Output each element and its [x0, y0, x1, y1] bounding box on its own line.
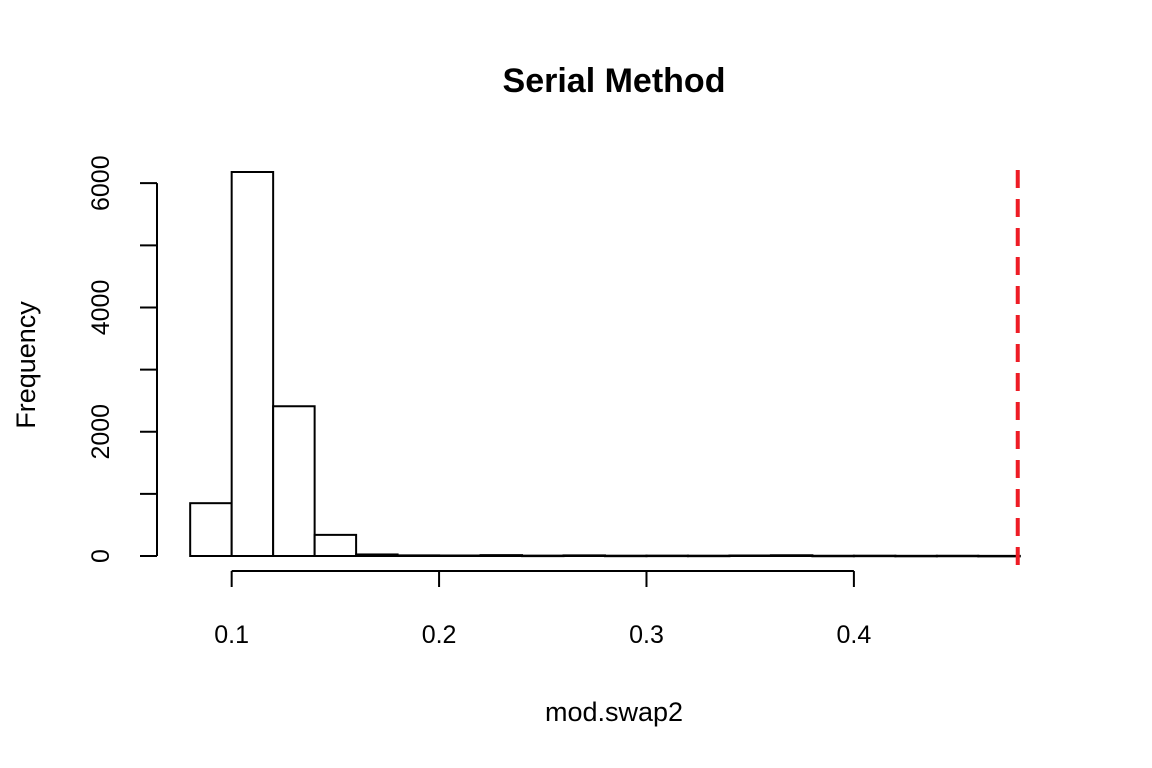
histogram-bar-18: [935, 554, 980, 558]
histogram-bar-11: [645, 554, 689, 558]
chart-title: Serial Method: [503, 62, 726, 100]
y-axis: 0 2000 4000 6000: [87, 155, 158, 563]
histogram-bar-0: [189, 502, 233, 558]
histogram-bar-12: [686, 554, 731, 558]
y-tick-label-0: 0: [87, 549, 115, 563]
x-tick-label-1: 0.2: [422, 621, 457, 649]
histogram-bar-2: [272, 405, 316, 558]
histogram-bar-3: [313, 533, 358, 557]
x-axis: 0.1 0.2 0.3 0.4: [214, 570, 872, 649]
histogram-bar-14: [769, 554, 814, 558]
histogram-bar-8: [521, 554, 565, 558]
histogram-bar-1: [230, 171, 275, 557]
histogram-bar-7: [479, 554, 524, 558]
histogram-bar-10: [604, 554, 648, 558]
histogram-bar-17: [894, 554, 938, 558]
histogram-bar-6: [438, 554, 482, 558]
histogram-bar-5: [396, 554, 441, 558]
x-tick-label-3: 0.4: [837, 621, 872, 649]
histogram-bar-15: [811, 554, 855, 558]
histogram-bar-13: [728, 554, 772, 558]
y-axis-label: Frequency: [11, 301, 41, 429]
x-tick-label-0: 0.1: [214, 621, 249, 649]
y-tick-label-6: 6000: [87, 155, 115, 211]
histogram-bar-9: [562, 554, 606, 558]
x-tick-label-2: 0.3: [629, 621, 664, 649]
y-tick-label-2: 2000: [87, 404, 115, 460]
histogram-bars: [189, 171, 1021, 558]
x-axis-label: mod.swap2: [545, 697, 683, 727]
y-tick-label-4: 4000: [87, 280, 115, 336]
histogram-bar-19: [977, 554, 1021, 558]
histogram-bar-4: [355, 553, 399, 557]
histogram-bar-16: [852, 554, 897, 558]
